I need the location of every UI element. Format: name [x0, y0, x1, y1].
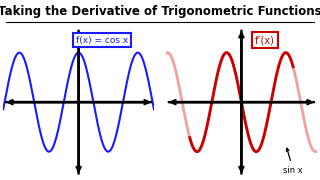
Text: Taking the Derivative of Trigonometric Functions: Taking the Derivative of Trigonometric F… — [0, 5, 320, 18]
Text: f(x) = cos x: f(x) = cos x — [76, 36, 128, 45]
Text: sin x: sin x — [284, 148, 303, 175]
Text: f’(x): f’(x) — [255, 35, 275, 45]
